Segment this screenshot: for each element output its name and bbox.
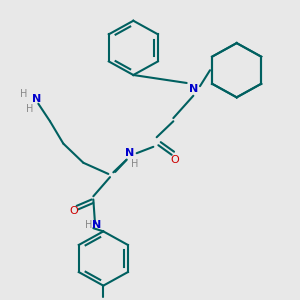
Text: O: O [69,206,78,216]
Text: H: H [20,89,27,99]
Text: O: O [171,154,179,165]
Text: N: N [92,220,101,230]
Text: N: N [189,84,198,94]
Text: H: H [85,220,92,230]
Text: N: N [32,94,41,104]
Text: H: H [26,103,34,113]
Text: N: N [125,148,135,158]
Text: H: H [131,159,139,170]
